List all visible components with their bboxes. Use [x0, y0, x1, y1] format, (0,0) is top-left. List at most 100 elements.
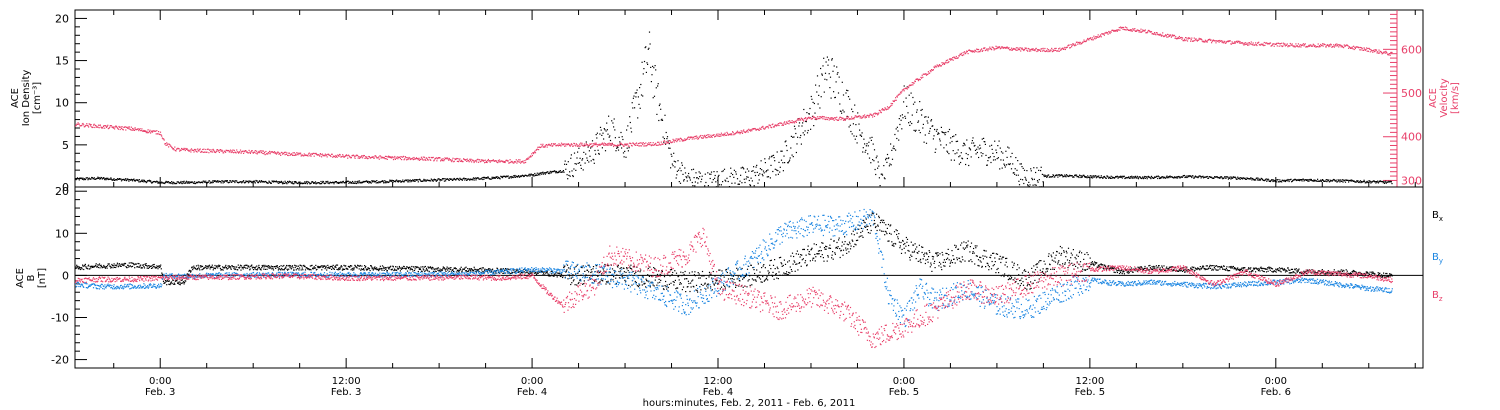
velocity-series-point [1355, 46, 1357, 48]
density-series-point [1152, 177, 1154, 179]
density-series-point [908, 122, 910, 124]
density-series-point [1124, 177, 1127, 179]
density-series-point [341, 182, 343, 184]
density-series-point [282, 181, 284, 183]
velocity-series-point [591, 143, 593, 145]
bx-series-point [156, 266, 159, 268]
velocity-series-point [411, 158, 413, 160]
velocity-series-point [891, 104, 893, 106]
velocity-series-point [884, 107, 886, 109]
velocity-series-point [1362, 49, 1365, 51]
density-series-point [566, 174, 568, 176]
velocity-series-point [1035, 47, 1037, 49]
density-series-point [1000, 159, 1002, 161]
density-series-point [1360, 182, 1362, 184]
density-series-point [753, 185, 755, 187]
bx-series-point [124, 263, 127, 265]
density-series-point [902, 117, 904, 119]
velocity-series-point [207, 148, 209, 150]
density-series-point [889, 163, 891, 165]
density-series-point [291, 181, 294, 183]
velocity-series-point [1116, 30, 1118, 32]
velocity-series-point [308, 152, 310, 154]
density-series-point [1284, 179, 1286, 181]
velocity-series-point [828, 119, 830, 121]
density-series-point [1165, 177, 1167, 179]
velocity-series-point [769, 124, 771, 126]
density-series-point [992, 152, 994, 154]
velocity-series-point [1021, 47, 1023, 49]
density-series-point [98, 177, 100, 179]
density-series-point [875, 173, 877, 176]
velocity-series-point [374, 155, 376, 157]
velocity-series-point [722, 134, 724, 136]
density-series-point [1310, 178, 1312, 181]
density-series-point [927, 122, 929, 124]
velocity-series-point [569, 145, 571, 147]
velocity-series-point [123, 126, 125, 128]
bx-series-point [227, 267, 230, 269]
density-series-point [358, 180, 361, 182]
velocity-series-point [450, 160, 452, 162]
density-series-point [1003, 163, 1005, 165]
velocity-series-point [932, 69, 934, 71]
velocity-series-point [1092, 39, 1094, 41]
bx-series-point [225, 266, 227, 269]
velocity-series-point [482, 159, 484, 161]
velocity-series-point [1294, 45, 1296, 47]
density-series-point [790, 135, 792, 137]
velocity-series-point [260, 152, 263, 154]
density-series-point [1077, 175, 1079, 177]
density-series-point [748, 179, 750, 182]
density-series-point [697, 178, 700, 180]
density-series-point [549, 170, 551, 172]
velocity-series-point [499, 161, 501, 163]
velocity-series-point [632, 142, 634, 144]
velocity-series-point [132, 127, 134, 130]
velocity-series-point [956, 57, 959, 59]
density-series-point [857, 112, 859, 114]
velocity-series-point [873, 113, 875, 115]
density-series-point [1276, 179, 1278, 181]
bx-series-point [178, 283, 180, 285]
density-series-point [1227, 178, 1229, 180]
velocity-series-point [878, 112, 880, 114]
velocity-series-point [327, 153, 330, 155]
velocity-series-point [441, 160, 444, 162]
density-series-point [182, 181, 184, 183]
velocity-series-point [723, 133, 726, 135]
density-series-point [529, 175, 531, 177]
density-series-point [1016, 169, 1018, 171]
bx-series-point [114, 264, 116, 266]
density-series-point [856, 142, 858, 144]
velocity-series-point [1258, 41, 1260, 43]
bx-series-point [140, 264, 142, 266]
density-series-point [641, 61, 643, 63]
velocity-series-point [1175, 37, 1177, 40]
density-series-point [1159, 177, 1161, 180]
density-series-point [574, 163, 576, 165]
density-series-point [351, 182, 353, 184]
velocity-series-point [1380, 51, 1383, 53]
density-series-point [974, 149, 977, 151]
density-series-point [599, 133, 601, 135]
velocity-series-point [103, 125, 105, 127]
velocity-series-point [218, 151, 220, 153]
density-series-point [446, 178, 448, 180]
velocity-series-point [301, 154, 303, 156]
velocity-series-point [443, 159, 445, 161]
velocity-series-point [1036, 49, 1039, 51]
density-series-point [1333, 179, 1335, 181]
density-series-point [93, 178, 95, 180]
density-series-point [441, 179, 443, 181]
velocity-series-point [215, 150, 217, 152]
bx-series-point [219, 267, 221, 269]
velocity-series-point [378, 158, 380, 160]
density-series-point [440, 179, 442, 181]
velocity-series-point [1354, 46, 1356, 48]
velocity-series-point [335, 155, 338, 157]
density-series-point [979, 144, 981, 146]
density-series-point [449, 178, 451, 180]
density-series-point [1368, 180, 1370, 182]
velocity-series-point [283, 152, 285, 154]
